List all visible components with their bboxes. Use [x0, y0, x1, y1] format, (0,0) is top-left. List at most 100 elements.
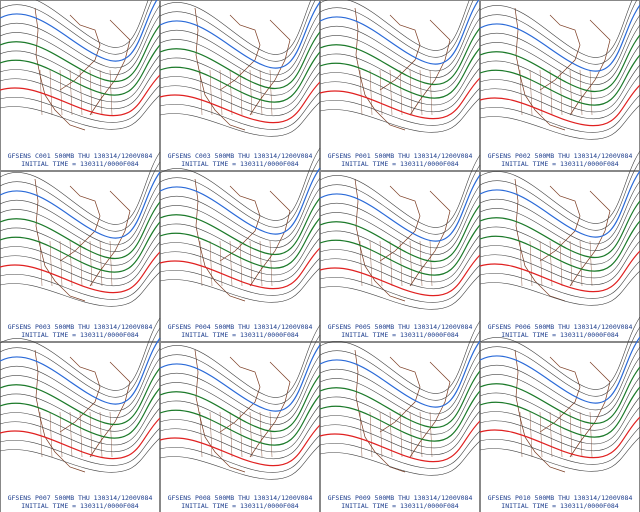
border-line — [259, 411, 263, 458]
contour — [479, 150, 640, 224]
contour — [479, 24, 640, 86]
border-line — [539, 240, 543, 287]
contour — [319, 350, 481, 415]
contour — [479, 200, 640, 259]
border-line — [419, 69, 423, 116]
border-line — [249, 69, 253, 116]
panel-border — [160, 342, 320, 512]
contour — [159, 11, 321, 76]
border-line — [99, 411, 103, 458]
contour — [319, 0, 480, 65]
border-line — [49, 69, 53, 116]
contour — [159, 237, 321, 283]
contour — [0, 377, 161, 432]
panel-init-time: INITIAL TIME = 130311/0000F084 — [501, 502, 618, 510]
border-line — [369, 240, 373, 287]
contour — [0, 367, 161, 426]
border-line — [519, 69, 523, 116]
border-line — [89, 411, 93, 458]
map-panel: GFSENS P005 500MB THU 130314/1200V084INI… — [319, 154, 481, 342]
contour — [0, 427, 161, 466]
contour — [0, 191, 161, 253]
contour — [319, 360, 481, 422]
contour — [319, 27, 481, 86]
map-panel: GFSENS P008 500MB THU 130314/1200V084INI… — [159, 324, 321, 512]
contour — [0, 181, 161, 246]
contour — [159, 354, 321, 419]
contour — [479, 386, 640, 438]
border-line — [359, 411, 363, 458]
border-line — [569, 69, 573, 116]
border-line — [39, 411, 43, 458]
contour — [159, 1, 321, 69]
contour — [479, 170, 640, 238]
contour — [319, 244, 481, 290]
contour — [0, 84, 161, 123]
contour — [319, 37, 481, 92]
contour — [0, 211, 161, 266]
contour — [159, 364, 321, 426]
contour — [0, 261, 161, 300]
contour — [479, 0, 638, 65]
border-line — [229, 411, 233, 458]
contour — [0, 151, 161, 225]
contour — [319, 194, 481, 256]
contour — [159, 217, 321, 269]
contour — [479, 0, 633, 58]
panel-border — [480, 342, 640, 512]
contour — [0, 241, 161, 287]
panel-init-time: INITIAL TIME = 130311/0000F084 — [21, 160, 138, 168]
contour — [479, 230, 640, 279]
contour — [0, 0, 153, 55]
contour — [159, 187, 321, 249]
contour — [319, 67, 481, 113]
coastline — [514, 178, 611, 302]
contour — [0, 387, 161, 439]
border-line — [549, 69, 553, 116]
border-line — [269, 411, 273, 458]
contour — [319, 264, 481, 303]
border-line — [529, 69, 533, 116]
contour — [319, 77, 481, 120]
contour — [479, 396, 640, 445]
contour — [479, 220, 640, 272]
contour — [0, 34, 161, 89]
contour — [159, 394, 321, 446]
contour — [319, 57, 481, 106]
contour — [159, 207, 321, 262]
contour — [319, 234, 481, 283]
contour — [319, 380, 481, 435]
contour — [479, 44, 640, 99]
contour — [319, 420, 481, 463]
panel-border — [0, 0, 160, 171]
border-line — [239, 240, 243, 287]
border-line — [269, 240, 273, 287]
contour — [479, 104, 640, 140]
contour — [159, 147, 321, 221]
contour — [319, 370, 481, 429]
contour — [0, 437, 161, 473]
contour — [0, 397, 161, 446]
border-line — [419, 411, 423, 458]
contour — [0, 201, 161, 260]
map-panel: GFSENS P002 500MB THU 130314/1200V084INI… — [479, 0, 640, 171]
contour — [0, 357, 161, 419]
border-line — [569, 411, 573, 458]
panel-title: GFSENS P003 500MB THU 130314/1200V084 — [8, 323, 153, 331]
contour — [319, 47, 481, 99]
border-line — [369, 69, 373, 116]
contour — [159, 101, 321, 137]
panel-border — [160, 171, 320, 342]
contour — [0, 14, 161, 76]
border-line — [199, 411, 203, 458]
border-line — [69, 69, 73, 116]
contour — [0, 0, 149, 48]
contour — [319, 274, 481, 310]
contour — [479, 376, 640, 431]
border-line — [389, 411, 393, 458]
border-line — [219, 240, 223, 287]
contour — [479, 260, 640, 299]
contour — [0, 64, 161, 110]
contour — [159, 167, 321, 235]
border-line — [419, 240, 423, 287]
